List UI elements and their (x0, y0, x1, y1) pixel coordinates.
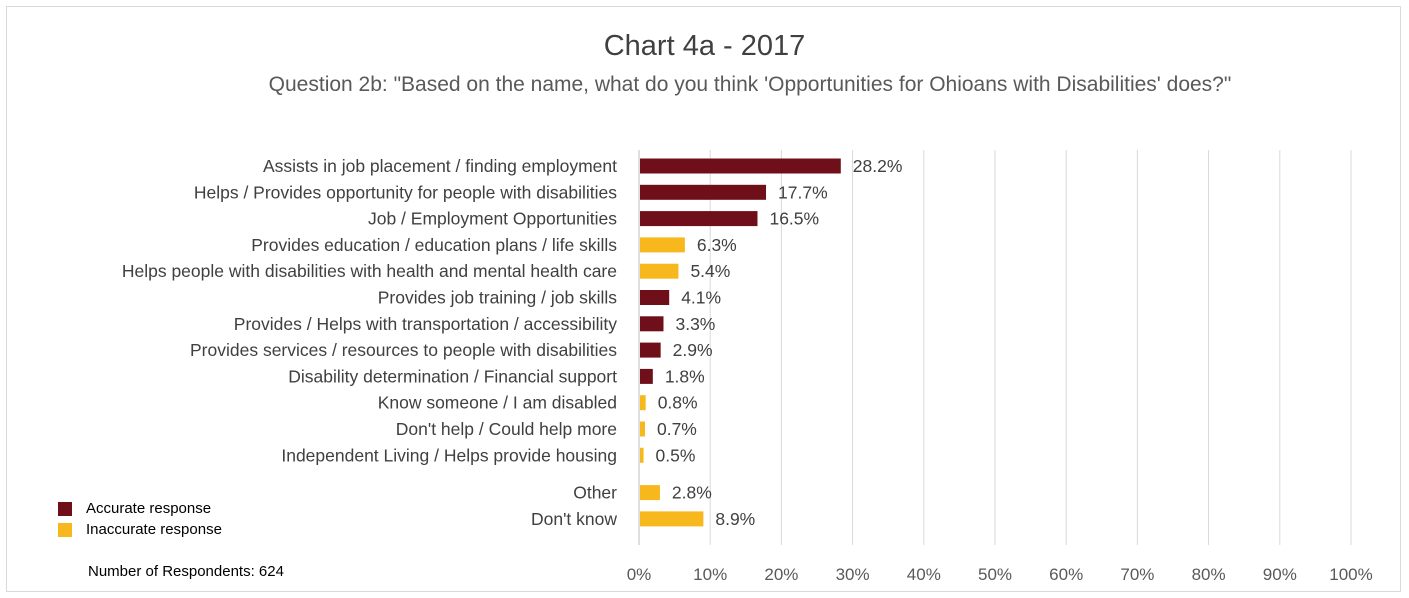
data-label: 1.8% (665, 366, 705, 386)
data-label: 2.8% (672, 483, 712, 503)
legend-swatch-accurate (58, 501, 72, 516)
bar (640, 184, 767, 200)
bar (640, 290, 670, 305)
category-label: Other (573, 483, 617, 503)
x-tick-label: 90% (1263, 565, 1297, 584)
data-label: 28.2% (853, 156, 903, 176)
x-tick-label: 0% (627, 565, 652, 584)
data-label: 2.9% (673, 340, 713, 360)
x-tick-label: 40% (907, 565, 941, 584)
bar (640, 316, 664, 332)
bar (640, 447, 644, 463)
bar (640, 368, 653, 384)
bar (640, 395, 646, 411)
bar (640, 485, 660, 501)
category-label: Assists in job placement / finding emplo… (263, 156, 617, 176)
bar (640, 342, 661, 358)
legend-item-inaccurate: Inaccurate response (58, 519, 222, 540)
category-label: Know someone / I am disabled (378, 393, 617, 413)
bar (640, 237, 685, 253)
data-label: 8.9% (715, 509, 755, 529)
legend: Accurate response Inaccurate response (58, 498, 222, 540)
chart-title: Chart 4a - 2017 (603, 30, 806, 62)
chart-subtitle: Question 2b: "Based on the name, what do… (268, 73, 1232, 96)
category-label: Provides / Helps with transportation / a… (234, 314, 617, 334)
chart-frame (6, 6, 1401, 592)
category-label: Provides education / education plans / l… (251, 235, 617, 255)
bar (640, 211, 758, 227)
x-tick-label: 80% (1192, 565, 1226, 584)
bar (640, 511, 704, 527)
x-tick-label: 50% (978, 565, 1012, 584)
data-label: 3.3% (675, 314, 715, 334)
x-tick-label: 20% (764, 565, 798, 584)
legend-swatch-inaccurate (58, 522, 72, 537)
category-label: Job / Employment Opportunities (368, 209, 617, 229)
data-label: 0.7% (657, 419, 697, 439)
bar (640, 421, 645, 437)
data-label: 17.7% (778, 182, 828, 202)
category-label: Disability determination / Financial sup… (288, 366, 617, 386)
legend-item-accurate: Accurate response (58, 498, 222, 519)
category-label: Independent Living / Helps provide housi… (281, 445, 617, 465)
data-label: 0.8% (658, 393, 698, 413)
category-label: Don't help / Could help more (396, 419, 617, 439)
x-tick-label: 60% (1049, 565, 1083, 584)
respondents-note: Number of Respondents: 624 (88, 563, 284, 580)
category-label: Helps people with disabilities with heal… (122, 261, 617, 281)
x-tick-label: 30% (836, 565, 870, 584)
x-tick-label: 10% (693, 565, 727, 584)
legend-label-accurate: Accurate response (86, 500, 212, 517)
data-label: 0.5% (656, 445, 696, 465)
legend-label-inaccurate: Inaccurate response (86, 521, 222, 538)
bar (640, 263, 679, 279)
data-label: 6.3% (697, 235, 737, 255)
data-label: 16.5% (769, 209, 819, 229)
x-tick-label: 70% (1120, 565, 1154, 584)
x-tick-label: 100% (1329, 565, 1372, 584)
category-label: Provides job training / job skills (378, 288, 618, 308)
data-label: 5.4% (690, 261, 730, 281)
category-label: Don't know (531, 509, 617, 529)
category-label: Provides services / resources to people … (190, 340, 617, 360)
data-label: 4.1% (681, 288, 721, 308)
bar (640, 158, 841, 174)
category-label: Helps / Provides opportunity for people … (194, 182, 617, 202)
